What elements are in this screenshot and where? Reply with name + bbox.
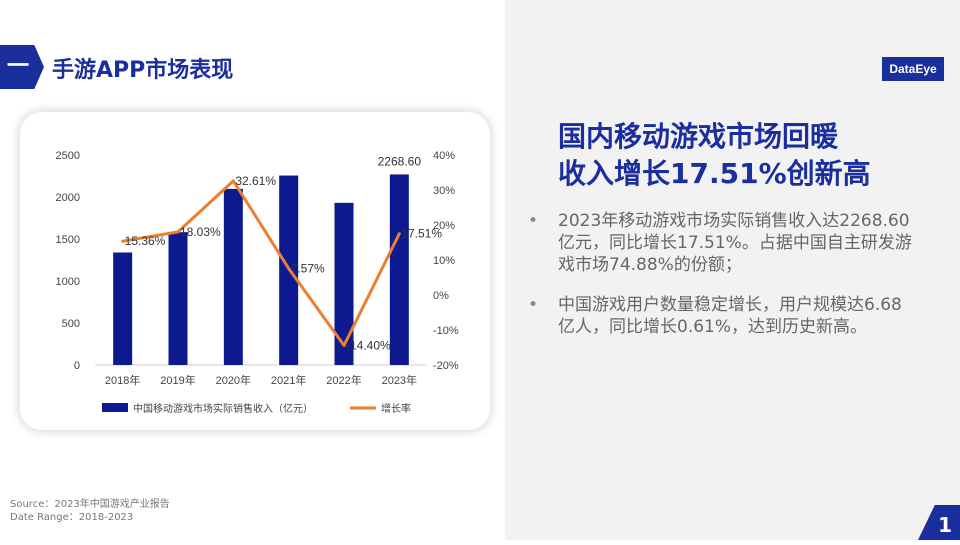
bullet-text: 2023年移动游戏市场实际销售收入达2268.60亿元，同比增长17.51%。占… <box>558 211 912 275</box>
bullet-text: 中国游戏用户数量稳定增长，用户规模达6.68亿人，同比增长0.61%，达到历史新… <box>558 295 902 337</box>
growth-rate-point <box>397 232 401 236</box>
source-text: Source：2023年中国游戏产业报告 <box>10 499 170 510</box>
source-note: Source：2023年中国游戏产业报告 Date Range：2018-202… <box>10 498 170 524</box>
combo-chart: 0 500 1000 1500 2000 2500 -20% -10% 0% 10% 20% 30% 4… <box>56 150 459 415</box>
y-right-tick-label: 40% <box>433 150 455 162</box>
bullet-item: • 2023年移动游戏市场实际销售收入达2268.60亿元，同比增长17.51%… <box>528 210 918 276</box>
bar <box>389 174 409 365</box>
bullet-list: • 2023年移动游戏市场实际销售收入达2268.60亿元，同比增长17.51%… <box>528 210 918 356</box>
section-mark: 一 <box>6 54 29 79</box>
x-tick-label: 2023年 <box>382 373 417 387</box>
y-left-tick-label: 2500 <box>56 150 80 162</box>
y-right-tick-label: -20% <box>433 360 459 372</box>
headline-line1: 国内移动游戏市场回暖 <box>558 120 839 153</box>
bar <box>223 188 243 365</box>
line-data-label: 18.03% <box>180 225 221 239</box>
growth-rate-point <box>287 267 291 271</box>
growth-rate-line <box>122 179 401 347</box>
headline-line2: 收入增长17.51%创新高 <box>558 157 871 190</box>
bar-data-label: 2268.60 <box>378 154 422 168</box>
y-left-tick-label: 2000 <box>56 192 80 204</box>
date-range-text: Date Range：2018-2023 <box>10 512 134 523</box>
bullet-marker: • <box>528 211 539 231</box>
y-right-tick-label: 10% <box>433 255 455 267</box>
headline: 国内移动游戏市场回暖 收入增长17.51%创新高 <box>558 118 871 192</box>
growth-rate-point <box>176 230 180 234</box>
growth-rate-point <box>342 343 346 347</box>
bullet-marker: • <box>528 295 539 315</box>
page-title: 手游APP市场表现 <box>52 58 234 83</box>
growth-rate-point <box>231 179 235 183</box>
y-right-tick-label: 20% <box>433 220 455 232</box>
growth-rate-point <box>121 239 125 243</box>
x-tick-label: 2021年 <box>271 373 306 387</box>
x-tick-label: 2022年 <box>326 373 361 387</box>
y-left-tick-label: 1500 <box>56 234 80 246</box>
bar <box>113 252 133 365</box>
bar <box>334 202 354 365</box>
y-right-tick-label: -10% <box>433 325 459 337</box>
legend-swatch-bar <box>102 403 128 412</box>
section-marker <box>0 45 44 89</box>
legend-label-bar: 中国移动游戏市场实际销售收入（亿元） <box>133 402 313 415</box>
line-data-label: 7.57% <box>291 262 325 276</box>
x-tick-label: 2020年 <box>216 373 251 387</box>
y-right-tick-label: 0% <box>433 290 449 302</box>
y-left-tick-label: 1000 <box>56 276 80 288</box>
y-left-tick-label: 500 <box>62 318 80 330</box>
line-data-label: 17.51% <box>401 227 442 241</box>
bullet-item: • 中国游戏用户数量稳定增长，用户规模达6.68亿人，同比增长0.61%，达到历… <box>528 294 918 338</box>
line-data-label: -14.40% <box>346 338 391 352</box>
x-tick-label: 2019年 <box>160 373 195 387</box>
legend-label-line: 增长率 <box>381 402 411 415</box>
line-data-label: 15.36% <box>125 234 166 248</box>
brand-logo: DataEye <box>882 57 944 81</box>
line-data-label: 32.61% <box>235 174 276 188</box>
right-panel <box>505 0 960 540</box>
chart-card <box>20 112 490 430</box>
x-tick-label: 2018年 <box>105 373 140 387</box>
bar <box>168 232 188 365</box>
y-right-tick-label: 30% <box>433 185 455 197</box>
y-left-tick-label: 0 <box>74 360 80 372</box>
